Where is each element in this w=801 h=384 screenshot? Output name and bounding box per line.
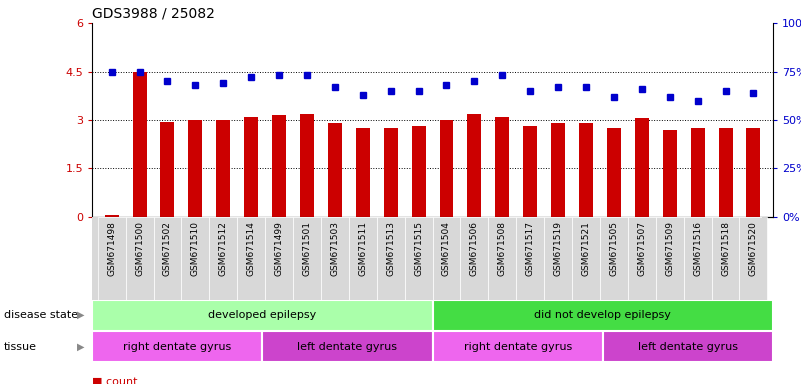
Bar — [684, 217, 711, 300]
Text: GSM671520: GSM671520 — [749, 221, 758, 276]
Bar — [160, 122, 175, 217]
Text: did not develop epilepsy: did not develop epilepsy — [534, 310, 671, 320]
Text: GSM671504: GSM671504 — [442, 221, 451, 276]
Text: ▶: ▶ — [77, 310, 84, 320]
Bar — [544, 217, 572, 300]
Bar — [92, 300, 433, 331]
Bar — [656, 217, 684, 300]
Text: GSM671514: GSM671514 — [247, 221, 256, 276]
Bar — [181, 217, 209, 300]
Bar — [405, 217, 433, 300]
Bar — [321, 217, 348, 300]
Bar — [188, 120, 203, 217]
Text: ■ count: ■ count — [92, 377, 138, 384]
Bar — [607, 128, 621, 217]
Bar — [348, 217, 376, 300]
Text: GSM671503: GSM671503 — [330, 221, 340, 276]
Text: GSM671500: GSM671500 — [135, 221, 144, 276]
Bar — [263, 331, 433, 362]
Bar — [489, 217, 517, 300]
Bar — [126, 217, 154, 300]
Bar — [495, 117, 509, 217]
Bar — [272, 115, 286, 217]
Text: developed epilepsy: developed epilepsy — [208, 310, 316, 320]
Text: GSM671518: GSM671518 — [721, 221, 730, 276]
Bar — [265, 217, 293, 300]
Bar — [412, 126, 425, 217]
Text: GSM671512: GSM671512 — [219, 221, 227, 276]
Bar — [690, 128, 705, 217]
Bar — [662, 130, 677, 217]
Bar — [433, 331, 602, 362]
Text: GSM671516: GSM671516 — [693, 221, 702, 276]
Text: GSM671509: GSM671509 — [665, 221, 674, 276]
Bar — [328, 123, 342, 217]
Bar — [356, 128, 370, 217]
Bar — [376, 217, 405, 300]
Text: GSM671506: GSM671506 — [470, 221, 479, 276]
Bar — [523, 126, 537, 217]
Bar — [433, 217, 461, 300]
Bar — [237, 217, 265, 300]
Text: GSM671519: GSM671519 — [553, 221, 562, 276]
Text: GSM671502: GSM671502 — [163, 221, 172, 276]
Bar — [747, 128, 760, 217]
Bar — [133, 71, 147, 217]
Bar — [603, 331, 773, 362]
Text: ▶: ▶ — [77, 342, 84, 352]
Bar — [293, 217, 321, 300]
Bar — [628, 217, 656, 300]
Text: GSM671513: GSM671513 — [386, 221, 395, 276]
Text: left dentate gyrus: left dentate gyrus — [297, 342, 397, 352]
Text: GSM671499: GSM671499 — [275, 221, 284, 276]
Text: GSM671501: GSM671501 — [303, 221, 312, 276]
Text: GSM671507: GSM671507 — [638, 221, 646, 276]
Bar — [551, 123, 565, 217]
Bar — [216, 120, 230, 217]
Bar — [92, 331, 263, 362]
Bar — [300, 114, 314, 217]
Text: right dentate gyrus: right dentate gyrus — [464, 342, 572, 352]
Text: GSM671515: GSM671515 — [414, 221, 423, 276]
Bar — [433, 300, 773, 331]
Bar — [572, 217, 600, 300]
Bar — [154, 217, 181, 300]
Text: GSM671505: GSM671505 — [610, 221, 618, 276]
Bar — [209, 217, 237, 300]
Bar — [517, 217, 544, 300]
Bar — [600, 217, 628, 300]
Text: GSM671517: GSM671517 — [525, 221, 535, 276]
Bar — [244, 117, 258, 217]
Text: left dentate gyrus: left dentate gyrus — [638, 342, 738, 352]
Text: tissue: tissue — [4, 342, 37, 352]
Text: GDS3988 / 25082: GDS3988 / 25082 — [92, 7, 215, 20]
Text: GSM671511: GSM671511 — [358, 221, 368, 276]
Text: GSM671508: GSM671508 — [497, 221, 507, 276]
Text: right dentate gyrus: right dentate gyrus — [123, 342, 231, 352]
Text: GSM671498: GSM671498 — [107, 221, 116, 276]
Bar — [718, 128, 732, 217]
Text: disease state: disease state — [4, 310, 78, 320]
Bar — [739, 217, 767, 300]
Bar — [468, 114, 481, 217]
Text: GSM671521: GSM671521 — [582, 221, 590, 276]
Bar — [635, 118, 649, 217]
Bar — [384, 128, 397, 217]
Bar — [98, 217, 126, 300]
Bar — [579, 123, 593, 217]
Bar — [461, 217, 489, 300]
Bar — [711, 217, 739, 300]
Text: GSM671510: GSM671510 — [191, 221, 200, 276]
Bar — [105, 215, 119, 217]
Bar — [440, 120, 453, 217]
